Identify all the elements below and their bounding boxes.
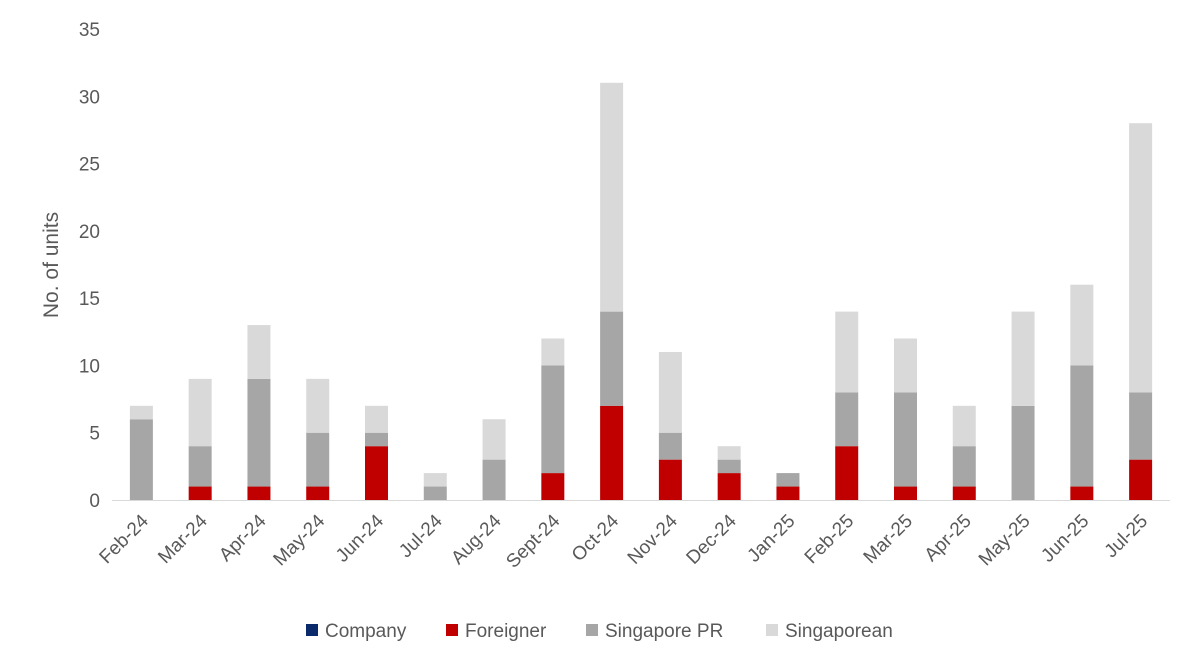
bar-segment-singapore-pr [1011,405,1035,500]
x-tick-label: Jun-24 [332,510,388,566]
x-tick-label: Jul-25 [1101,511,1152,562]
x-axis-ticks: Feb-24 Mar-24 Apr-24 May-24 Jun-24 Jul-24 Aug-… [96,510,1153,572]
bar-segment-singaporean [658,351,682,433]
bar-segment-foreigner [952,486,976,500]
x-tick-label: Jan-25 [744,511,800,567]
bar-segment-singaporean [1129,123,1153,393]
legend-swatch-singapore-pr [586,624,598,636]
bar-segment-foreigner [776,486,800,500]
bar-segment-foreigner [600,405,624,500]
legend-swatch-company [306,624,318,636]
bar-segment-singapore-pr [306,432,330,487]
bar-segment-singapore-pr [247,378,271,487]
bar-segment-singapore-pr [952,446,976,487]
bar-segment-singapore-pr [482,459,506,500]
x-tick-label: Aug-24 [447,510,505,568]
legend-label: Singaporean [785,621,893,642]
bar-segment-singapore-pr [600,311,624,406]
x-tick-label: Apr-24 [215,510,270,565]
bar-segment-singaporean [894,338,917,393]
x-tick-label: Sept-24 [502,510,564,572]
x-tick-label: Mar-25 [860,511,917,568]
legend: Company Foreigner Singapore PR Singaporean [306,621,893,642]
x-tick-label: May-25 [975,511,1035,571]
bar-segment-singapore-pr [423,486,447,500]
bar-segment-singapore-pr [776,473,800,487]
y-tick-label: 30 [79,87,100,108]
x-tick-label: May-24 [270,510,330,570]
x-tick-label: Nov-24 [624,510,682,568]
legend-label: Singapore PR [605,621,723,642]
bar-segment-singapore-pr [717,459,741,474]
x-tick-label: Jul-24 [395,510,447,562]
y-tick-label: 20 [79,222,100,243]
bar-segment-foreigner [894,486,917,500]
y-axis-ticks: 0 5 10 15 20 25 30 35 [79,20,100,512]
bar-segment-singaporean [541,338,565,366]
legend-label: Company [325,621,407,642]
bar-segment-singapore-pr [129,419,153,500]
bar-segment-foreigner [835,446,859,500]
bar-segment-singapore-pr [835,392,859,447]
bar-segment-singaporean [1070,284,1094,366]
y-tick-label: 15 [79,289,100,310]
bar-segment-singapore-pr [1070,365,1094,487]
x-tick-label: Dec-24 [683,510,741,568]
bar-segment-foreigner [365,446,388,500]
bar-segment-singapore-pr [894,392,917,487]
bar-segment-singapore-pr [658,432,682,460]
bar-segment-singapore-pr [188,446,212,487]
x-tick-label: Feb-25 [801,511,858,568]
bar-segment-singaporean [188,378,212,447]
bar-segment-singapore-pr [1129,392,1153,460]
y-tick-label: 5 [89,424,100,445]
x-tick-label: Feb-24 [96,510,154,568]
bar-segment-singaporean [952,405,976,447]
bar-segment-foreigner [306,486,330,500]
bar-segment-foreigner [188,486,212,500]
bar-segment-singaporean [835,311,859,393]
bar-segment-singaporean [129,405,153,420]
bar-segment-singaporean [1011,311,1035,406]
y-tick-label: 10 [79,356,100,377]
legend-swatch-foreigner [446,624,458,636]
bar-segment-singaporean [306,378,330,433]
y-tick-label: 35 [79,20,100,41]
bar-segment-singapore-pr [541,365,565,474]
bar-segment-singaporean [423,473,447,487]
bar-segment-singaporean [247,325,271,379]
bar-segment-singaporean [482,419,506,460]
bar-segment-foreigner [247,486,271,500]
x-tick-label: Jun-25 [1037,511,1093,567]
bar-segment-singapore-pr [365,432,388,447]
y-tick-label: 25 [79,155,100,176]
bar-segment-foreigner [1070,486,1094,500]
y-axis-title: No. of units [40,212,63,318]
x-tick-label: Mar-24 [154,510,212,568]
bar-segment-singaporean [600,82,624,312]
bar-segment-singaporean [717,446,741,460]
bar-segment-singaporean [365,405,388,433]
bar-segment-foreigner [1129,459,1153,500]
bar-segment-foreigner [658,459,682,500]
legend-swatch-singaporean [766,624,778,636]
bars [129,82,1153,500]
legend-label: Foreigner [465,621,547,642]
x-tick-label: Oct-24 [568,510,623,565]
bar-segment-foreigner [717,473,741,500]
bar-segment-foreigner [541,473,565,500]
x-tick-label: Apr-25 [921,511,976,566]
y-tick-label: 0 [89,491,100,512]
